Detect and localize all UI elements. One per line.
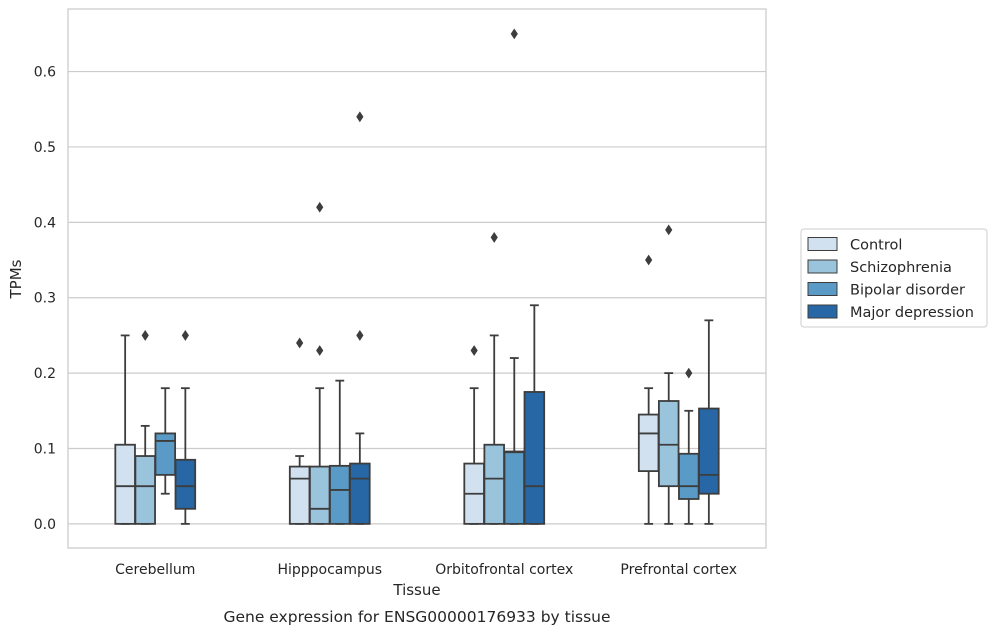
box-group bbox=[288, 337, 311, 525]
y-tick-label: 0.2 bbox=[34, 366, 56, 382]
box-group bbox=[134, 330, 156, 525]
box bbox=[678, 452, 700, 500]
box bbox=[657, 400, 680, 488]
box bbox=[637, 413, 660, 473]
y-tick-label: 0.5 bbox=[34, 140, 56, 156]
box bbox=[329, 464, 351, 525]
box bbox=[154, 432, 177, 476]
outlier-point bbox=[490, 232, 498, 243]
box bbox=[503, 450, 526, 525]
box bbox=[288, 465, 311, 525]
box-group bbox=[114, 334, 136, 525]
outlier-point bbox=[356, 111, 364, 123]
box-group bbox=[523, 304, 546, 525]
box-group bbox=[678, 367, 700, 525]
legend-swatch bbox=[807, 237, 838, 251]
x-tick-label: Prefrontal cortex bbox=[620, 562, 737, 578]
outlier-point bbox=[510, 28, 518, 40]
plot-frame bbox=[67, 8, 767, 549]
y-tick-label: 0.6 bbox=[34, 65, 56, 81]
legend-swatch bbox=[807, 259, 838, 274]
box bbox=[308, 465, 331, 525]
x-tick-label: Hipppocampus bbox=[277, 562, 382, 578]
box-group bbox=[154, 387, 177, 495]
box bbox=[483, 443, 505, 525]
y-tick-label: 0.4 bbox=[34, 215, 56, 231]
x-axis-ticks: Cerebellum Hipppocampus Orbitofrontal cort… bbox=[115, 562, 737, 578]
box-series-group bbox=[114, 28, 720, 525]
box-group bbox=[463, 345, 485, 525]
y-tick-label: 0.3 bbox=[34, 291, 56, 307]
legend-label: Major depression bbox=[850, 305, 974, 321]
box-group bbox=[698, 319, 720, 525]
box-group bbox=[174, 330, 197, 525]
box bbox=[134, 455, 156, 525]
box bbox=[114, 443, 136, 525]
outlier-point bbox=[665, 224, 673, 236]
outlier-point bbox=[685, 367, 693, 379]
box bbox=[523, 391, 546, 525]
box-series bbox=[154, 28, 700, 525]
box-series bbox=[174, 111, 720, 525]
box bbox=[174, 458, 197, 510]
outlier-point bbox=[296, 337, 304, 349]
box-group bbox=[329, 379, 351, 525]
legend-label: Control bbox=[850, 238, 902, 254]
outlier-point bbox=[316, 201, 324, 213]
y-axis-ticks: 0.0 0.1 0.2 0.3 0.4 0.5 0.6 bbox=[34, 65, 56, 533]
outlier-point bbox=[181, 330, 189, 341]
legend-label: Schizophrenia bbox=[850, 260, 952, 276]
box-group bbox=[657, 224, 680, 525]
legend-frame bbox=[800, 228, 988, 328]
legend-swatch bbox=[807, 304, 838, 319]
outlier-point bbox=[316, 345, 324, 356]
outlier-point bbox=[141, 330, 149, 341]
box bbox=[349, 462, 371, 525]
box-group bbox=[503, 28, 526, 525]
y-axis-label: TPMs bbox=[7, 259, 25, 299]
chart-caption: Gene expression for ENSG00000176933 by t… bbox=[223, 608, 610, 626]
outlier-point bbox=[470, 345, 478, 356]
y-tick-label: 0.0 bbox=[34, 517, 56, 533]
legend-label: Bipolar disorder bbox=[850, 283, 965, 299]
y-tick-label: 0.1 bbox=[34, 441, 56, 457]
legend: Control Schizophrenia Bipolar disorder Majo… bbox=[800, 228, 988, 328]
box-group bbox=[349, 111, 371, 525]
box-series bbox=[134, 201, 680, 525]
box-group bbox=[637, 254, 660, 525]
box bbox=[698, 407, 720, 495]
x-tick-label: Cerebellum bbox=[115, 562, 195, 578]
outlier-point bbox=[645, 254, 653, 266]
x-tick-label: Orbitofrontal cortex bbox=[435, 562, 573, 578]
x-axis-label: Tissue bbox=[392, 581, 440, 599]
box-series bbox=[114, 254, 660, 525]
legend-swatch bbox=[807, 282, 838, 296]
outlier-point bbox=[356, 330, 364, 341]
